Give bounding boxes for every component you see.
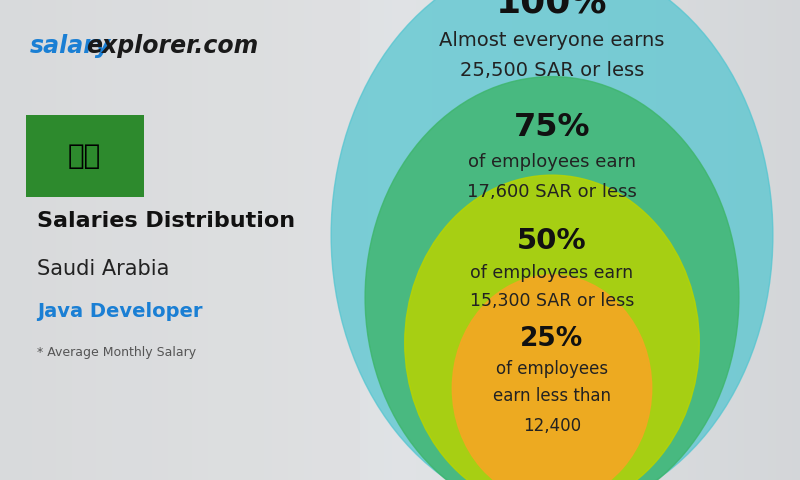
Text: 🇸🇦: 🇸🇦 [68, 142, 102, 170]
Text: 12,400: 12,400 [523, 417, 581, 434]
Ellipse shape [405, 175, 699, 480]
Text: Almost everyone earns: Almost everyone earns [439, 31, 665, 50]
FancyBboxPatch shape [0, 0, 360, 480]
FancyBboxPatch shape [26, 115, 143, 197]
Text: of employees: of employees [496, 360, 608, 378]
Text: 100%: 100% [496, 0, 608, 20]
Text: 75%: 75% [514, 112, 590, 143]
Text: 25,500 SAR or less: 25,500 SAR or less [460, 61, 644, 81]
Text: * Average Monthly Salary: * Average Monthly Salary [37, 346, 196, 359]
Text: earn less than: earn less than [493, 387, 611, 405]
Ellipse shape [365, 77, 739, 480]
Ellipse shape [452, 275, 652, 480]
Text: 15,300 SAR or less: 15,300 SAR or less [470, 292, 634, 310]
Text: Saudi Arabia: Saudi Arabia [37, 259, 169, 279]
Text: Salaries Distribution: Salaries Distribution [37, 211, 295, 231]
Text: 50%: 50% [517, 227, 587, 255]
Text: Java Developer: Java Developer [37, 302, 202, 322]
Text: salary: salary [30, 34, 110, 58]
Ellipse shape [331, 0, 773, 480]
Text: of employees earn: of employees earn [470, 264, 634, 282]
Text: explorer.com: explorer.com [86, 34, 258, 58]
Text: of employees earn: of employees earn [468, 153, 636, 170]
Text: 17,600 SAR or less: 17,600 SAR or less [467, 183, 637, 201]
Text: 25%: 25% [520, 326, 584, 352]
